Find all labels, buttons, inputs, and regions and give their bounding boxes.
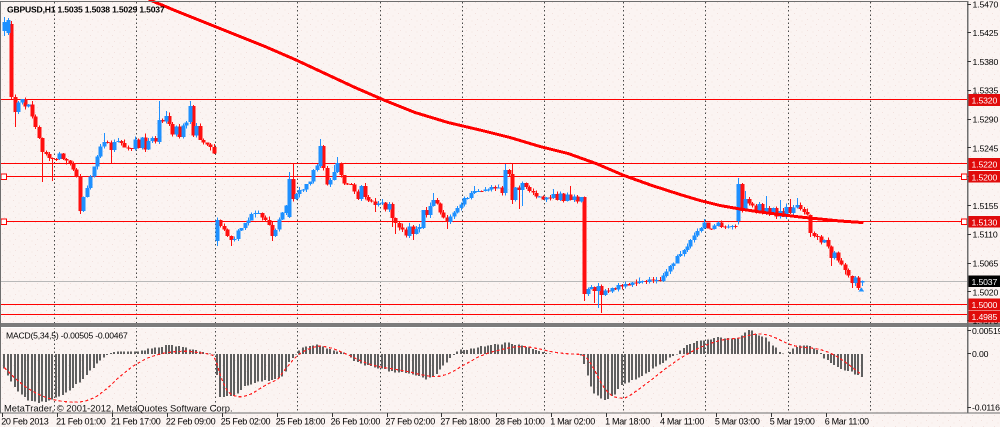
svg-text:1 Mar 02:00: 1 Mar 02:00 [550,417,595,427]
svg-text:1.5470: 1.5470 [973,0,999,9]
svg-text:1.5037: 1.5037 [972,277,998,287]
svg-text:25 Feb 18:00: 25 Feb 18:00 [276,417,326,427]
svg-text:5 Mar 03:00: 5 Mar 03:00 [715,417,760,427]
svg-text:0.00: 0.00 [972,349,989,359]
svg-text:28 Feb 10:00: 28 Feb 10:00 [495,417,545,427]
svg-text:6 Mar 11:00: 6 Mar 11:00 [825,417,869,427]
svg-text:0.00519: 0.00519 [972,326,1000,336]
svg-text:1.5000: 1.5000 [972,300,998,310]
svg-text:27 Feb 02:00: 27 Feb 02:00 [386,417,436,427]
svg-text:1.5290: 1.5290 [973,115,999,125]
svg-text:1.5110: 1.5110 [973,230,998,240]
svg-text:1.5245: 1.5245 [973,143,999,153]
svg-text:27 Feb 18:00: 27 Feb 18:00 [440,417,490,427]
svg-text:20 Feb 2013: 20 Feb 2013 [1,417,49,427]
svg-text:1.5320: 1.5320 [972,96,998,106]
svg-text:22 Feb 09:00: 22 Feb 09:00 [166,417,216,427]
svg-text:1.5220: 1.5220 [972,160,998,170]
svg-text:1.5065: 1.5065 [973,259,999,269]
svg-text:-0.0116: -0.0116 [972,403,1000,413]
svg-text:1.5130: 1.5130 [972,217,998,227]
svg-text:1.5335: 1.5335 [973,86,999,96]
svg-text:1.5425: 1.5425 [973,28,999,38]
svg-text:25 Feb 02:00: 25 Feb 02:00 [221,417,271,427]
svg-text:21 Feb 01:00: 21 Feb 01:00 [56,417,106,427]
svg-text:MACD(5,34,5) -0.00505 -0.00467: MACD(5,34,5) -0.00505 -0.00467 [6,331,128,341]
svg-text:1.5200: 1.5200 [972,173,998,183]
svg-text:21 Feb 17:00: 21 Feb 17:00 [111,417,161,427]
svg-text:1.5020: 1.5020 [973,287,999,297]
svg-text:1.4985: 1.4985 [972,312,998,322]
svg-text:26 Feb 10:00: 26 Feb 10:00 [331,417,381,427]
svg-text:GBPUSD,H1 1.5035 1.5038 1.502: GBPUSD,H1 1.5035 1.5038 1.5029 1.5037 [7,5,165,15]
svg-text:1.5155: 1.5155 [973,201,999,211]
svg-text:4 Mar 11:00: 4 Mar 11:00 [660,417,704,427]
svg-text:1.5380: 1.5380 [973,57,999,67]
svg-text:MetaTrader, © 2001-2012, MetaQ: MetaTrader, © 2001-2012, MetaQuotes Soft… [4,403,233,414]
svg-text:1 Mar 18:00: 1 Mar 18:00 [605,417,650,427]
svg-text:5 Mar 19:00: 5 Mar 19:00 [770,417,815,427]
